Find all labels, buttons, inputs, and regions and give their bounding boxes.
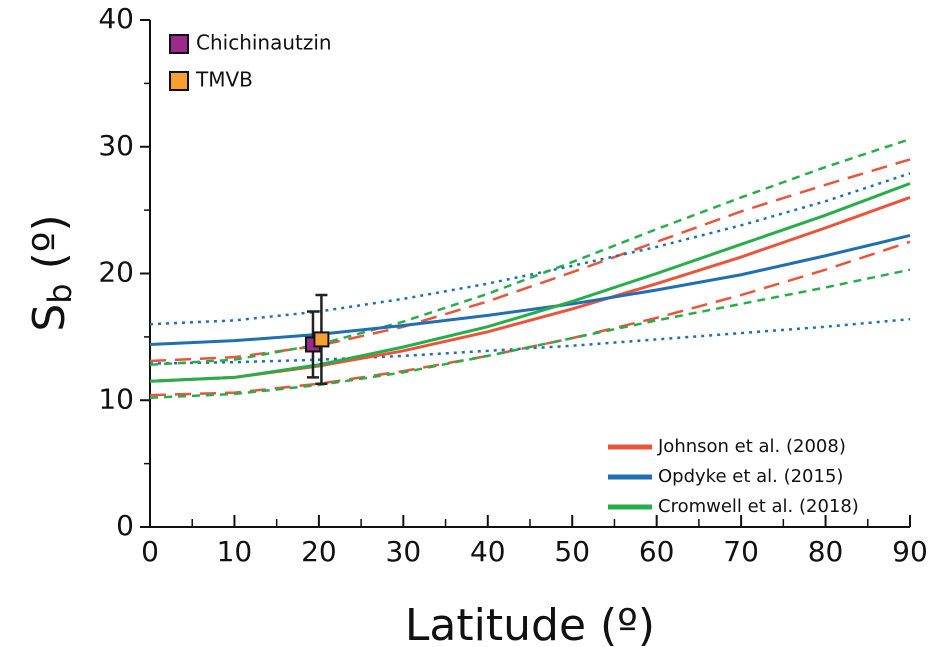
y-tick-label: 20: [98, 256, 134, 289]
x-tick-label: 70: [723, 535, 759, 568]
lower-bound: [149, 317, 911, 365]
legend-label: Opdyke et al. (2015): [658, 466, 843, 487]
y-axis-label: Sb (º): [24, 214, 79, 331]
legend-label: Cromwell et al. (2018): [658, 496, 859, 517]
x-tick-label: 10: [217, 535, 253, 568]
y-tick-label: 0: [116, 509, 134, 542]
upper-bound: [149, 158, 911, 363]
upper-bound: [149, 172, 911, 326]
x-tick-label: 50: [554, 535, 590, 568]
y-label-sub: b: [41, 283, 79, 303]
legend-marker: [169, 71, 189, 91]
legend-label: TMVB: [195, 68, 253, 92]
x-tick-label: 0: [141, 535, 159, 568]
x-tick-label: 90: [892, 535, 928, 568]
point: [313, 331, 330, 348]
legend-marker: [169, 34, 189, 54]
legend-label: Johnson et al. (2008): [657, 436, 846, 457]
x-tick-label: 80: [808, 535, 844, 568]
x-tick-label: 20: [301, 535, 337, 568]
line: [149, 234, 911, 346]
y-label-main: S: [24, 304, 75, 332]
upper-bound: [149, 137, 911, 367]
x-tick-label: 30: [386, 535, 422, 568]
x-tick-label: 60: [639, 535, 675, 568]
x-axis-label: Latitude (º): [405, 600, 655, 647]
lower-bound: [149, 268, 911, 399]
y-tick-label: 40: [98, 2, 134, 35]
y-label-unit: (º): [24, 214, 75, 283]
x-tick-label: 40: [470, 535, 506, 568]
legend-label: Chichinautzin: [196, 31, 332, 55]
line: [149, 182, 911, 383]
y-tick-label: 10: [98, 382, 134, 415]
y-tick-label: 30: [98, 129, 134, 162]
